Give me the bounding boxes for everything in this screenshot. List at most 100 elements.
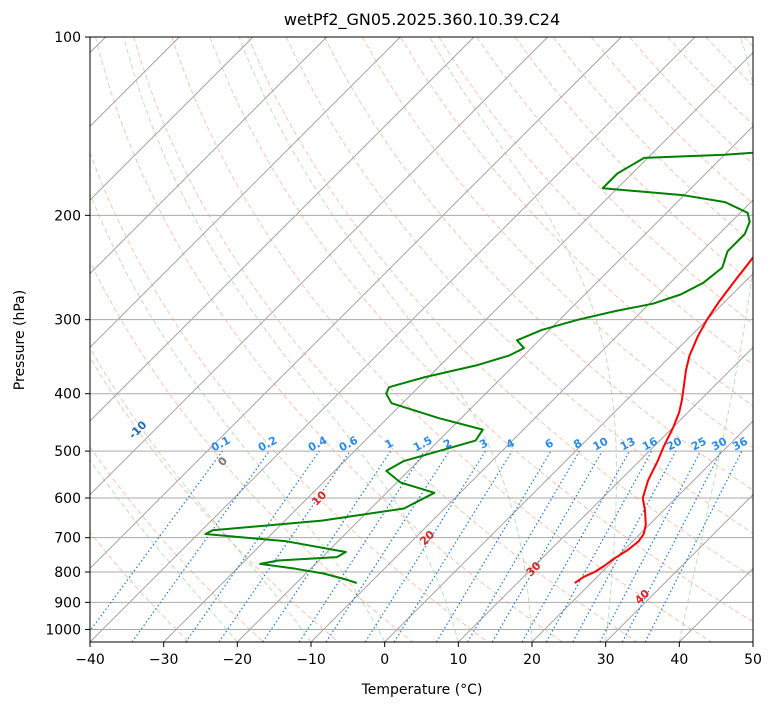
dry-adiabat bbox=[90, 531, 190, 642]
dry-adiabat bbox=[247, 37, 753, 578]
chart-title: wetPf2_GN05.2025.360.10.39.C24 bbox=[284, 10, 560, 30]
dry-adiabat bbox=[171, 37, 712, 642]
x-tick-label: 10 bbox=[449, 652, 467, 668]
mixing-ratio-label: 1 bbox=[383, 436, 396, 451]
mixing-ratio-line bbox=[545, 450, 653, 642]
dry-adiabat bbox=[95, 37, 563, 642]
data-layer bbox=[204, 151, 753, 584]
x-axis: −40 −30 −20 −10 0 10 20 30 40 50 bbox=[75, 642, 762, 668]
mixing-ratio-line bbox=[466, 450, 580, 642]
x-tick-label: −30 bbox=[149, 652, 179, 668]
isotherm bbox=[90, 37, 475, 422]
dry-adiabat bbox=[90, 260, 414, 642]
moist-adiabat bbox=[678, 37, 753, 642]
mixing-ratio-label: 16 bbox=[640, 435, 660, 454]
mixing-ratio-line bbox=[599, 450, 702, 642]
y-tick-label: 800 bbox=[54, 565, 81, 581]
y-tick-label: 500 bbox=[54, 444, 81, 460]
x-axis-label: Temperature (°C) bbox=[361, 682, 483, 698]
dry-adiabat bbox=[590, 37, 753, 205]
mixing-ratio-label: 10 bbox=[591, 435, 611, 454]
plot-frame bbox=[89, 36, 754, 643]
moist-adiabat bbox=[123, 37, 459, 642]
x-tick-label: 0 bbox=[380, 652, 389, 668]
isotherm bbox=[90, 37, 327, 275]
x-tick-label: 50 bbox=[744, 652, 762, 668]
mixing-ratio-line bbox=[521, 450, 631, 642]
moist-adiabat bbox=[90, 459, 238, 642]
isotherm bbox=[384, 273, 753, 642]
dry-adiabat bbox=[362, 37, 753, 449]
mixing-ratio-line bbox=[218, 450, 351, 642]
mixing-ratio-line bbox=[90, 450, 223, 632]
isotherm bbox=[90, 37, 254, 201]
isotherm bbox=[605, 494, 753, 642]
mixing-ratio-line bbox=[491, 450, 603, 642]
mixing-ratio-line bbox=[644, 450, 743, 642]
x-tick-label: −40 bbox=[75, 652, 105, 668]
isotherm bbox=[531, 420, 753, 642]
x-tick-label: 20 bbox=[523, 652, 541, 668]
isotherm bbox=[752, 641, 753, 642]
y-tick-label: 900 bbox=[54, 595, 81, 611]
y-tick-label: 700 bbox=[54, 531, 81, 547]
dry-adiabat-label: 40 bbox=[632, 587, 652, 607]
y-tick-label: 1000 bbox=[45, 622, 81, 638]
dry-adiabat bbox=[514, 37, 753, 285]
isotherm bbox=[237, 125, 753, 642]
mixing-ratio-line bbox=[325, 450, 450, 642]
dry-adiabat bbox=[90, 356, 339, 642]
dry-adiabat bbox=[400, 37, 753, 407]
dry-adiabat bbox=[209, 37, 753, 623]
dry-adiabat bbox=[743, 37, 753, 47]
y-tick-label: 400 bbox=[54, 387, 81, 403]
y-tick-label: 300 bbox=[54, 313, 81, 329]
moist-adiabat bbox=[429, 37, 617, 642]
mixing-ratio-label: 4 bbox=[504, 436, 517, 451]
dry-adiabat-label: 30 bbox=[524, 559, 544, 579]
isotherm bbox=[90, 37, 548, 496]
mixing-ratio-line bbox=[572, 450, 677, 642]
isotherm bbox=[310, 199, 753, 642]
dry-adiabat-label: 0 bbox=[215, 454, 230, 469]
mixing-ratio-line bbox=[262, 450, 392, 642]
isotherm bbox=[90, 37, 696, 642]
dry-adiabat bbox=[285, 37, 753, 535]
dry-adiabat bbox=[133, 37, 638, 642]
moist-adiabat bbox=[238, 37, 533, 642]
mixing-ratio-label: 25 bbox=[689, 435, 709, 454]
mixing-ratio-label: 6 bbox=[543, 436, 556, 451]
dry-adiabat bbox=[476, 37, 753, 325]
y-axis: 100 200 300 400 500 600 700 800 900 1000 bbox=[45, 30, 90, 638]
mixing-ratio-label: 13 bbox=[618, 435, 638, 454]
dry-adiabat bbox=[90, 151, 488, 642]
mixing-ratio-line bbox=[185, 450, 320, 642]
isotherm bbox=[90, 37, 622, 569]
isotherm bbox=[163, 52, 753, 642]
moist-adiabat bbox=[90, 192, 386, 642]
x-tick-label: 30 bbox=[597, 652, 615, 668]
mixing-ratio-label: 36 bbox=[730, 435, 750, 454]
mixing-ratio-line bbox=[364, 450, 486, 642]
dewpoint-line bbox=[204, 151, 753, 584]
y-tick-label: 200 bbox=[54, 208, 81, 224]
grid-layer bbox=[90, 37, 753, 642]
y-tick-label: 600 bbox=[54, 491, 81, 507]
dry-adiabat bbox=[705, 37, 753, 87]
dry-adiabat bbox=[438, 37, 753, 366]
mixing-ratio-line bbox=[393, 450, 513, 642]
isotherm bbox=[458, 346, 753, 642]
x-tick-label: −10 bbox=[296, 652, 326, 668]
mixing-ratio-line bbox=[621, 450, 722, 642]
y-tick-label: 100 bbox=[54, 30, 81, 46]
dry-adiabat bbox=[667, 37, 753, 126]
mixing-ratio-label: 30 bbox=[710, 435, 730, 454]
y-axis-label: Pressure (hPa) bbox=[12, 290, 28, 390]
isotherm bbox=[90, 37, 401, 348]
isotherm bbox=[679, 567, 753, 642]
dry-adiabat bbox=[323, 37, 753, 491]
temperature-line bbox=[574, 255, 753, 584]
x-tick-label: −20 bbox=[223, 652, 253, 668]
